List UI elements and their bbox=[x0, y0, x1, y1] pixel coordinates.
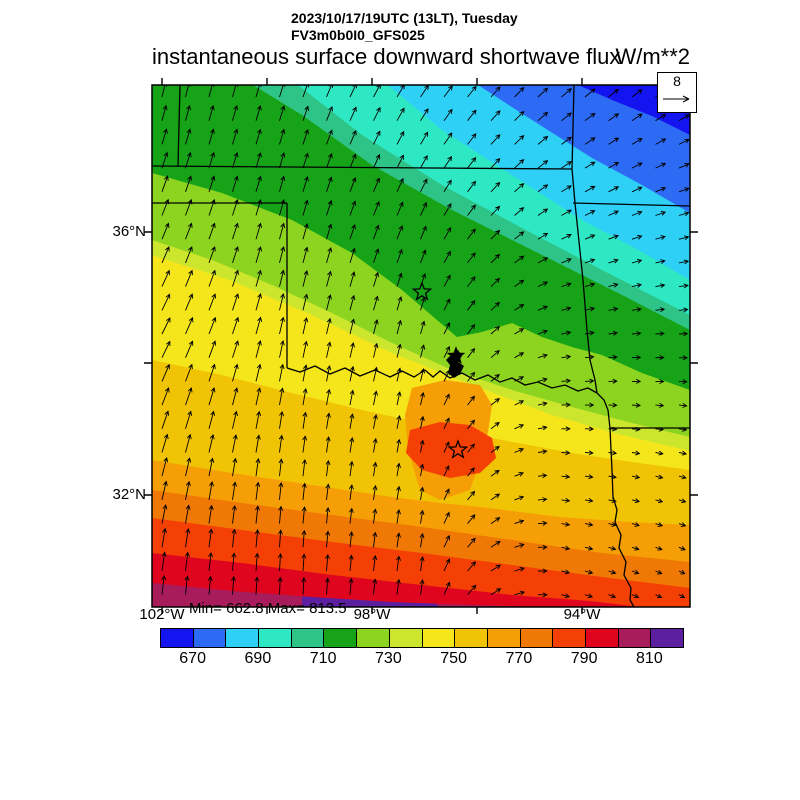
colorbar bbox=[160, 628, 684, 648]
lon-label-0: 102°W bbox=[139, 606, 185, 623]
colorbar-segment-13 bbox=[585, 629, 619, 647]
colorbar-segment-2 bbox=[226, 629, 260, 647]
colorbar-segment-15 bbox=[651, 629, 683, 647]
lat-label-32n: 32°N bbox=[112, 486, 146, 503]
state-border-8 bbox=[596, 392, 635, 607]
colorbar-tick-label: 790 bbox=[570, 650, 598, 667]
lon-label-1: 98°W bbox=[353, 606, 391, 623]
colorbar-segment-9 bbox=[455, 629, 488, 647]
colorbar-tick-label: 690 bbox=[244, 650, 272, 667]
colorbar-segment-10 bbox=[487, 629, 521, 647]
lat-label-36n: 36°N bbox=[112, 223, 146, 240]
colorbar-tick-label: 750 bbox=[440, 650, 467, 667]
map-frame bbox=[151, 84, 691, 608]
colorbar-segment-1 bbox=[193, 629, 227, 647]
state-border-0 bbox=[177, 85, 181, 167]
colorbar-segment-7 bbox=[389, 629, 423, 647]
plot-title: instantaneous surface downward shortwave… bbox=[152, 44, 621, 69]
city-star-filled-1 bbox=[446, 346, 466, 364]
state-border-3 bbox=[572, 202, 690, 207]
state-border-1 bbox=[152, 165, 573, 170]
colorbar-tick-label: 770 bbox=[505, 650, 533, 667]
lon-label-2: 94°W bbox=[563, 606, 601, 623]
colorbar-tick-label: 730 bbox=[375, 650, 402, 667]
colorbar-segment-0 bbox=[161, 629, 194, 647]
flux-patch-1 bbox=[406, 422, 496, 478]
colorbar-segment-12 bbox=[553, 629, 586, 647]
weather-map bbox=[144, 78, 698, 614]
colorbar-segment-4 bbox=[291, 629, 325, 647]
minmax-readout: Min= 662.8 Max= 813.5 bbox=[189, 600, 347, 617]
wind-reference-box: 8 bbox=[657, 72, 697, 113]
wind-reference-value: 8 bbox=[673, 73, 681, 89]
colorbar-segment-5 bbox=[324, 629, 358, 647]
units-label: W/m**2 bbox=[615, 44, 690, 69]
plot-datetime: 2023/10/17/19UTC (13LT), Tuesday bbox=[291, 10, 518, 26]
colorbar-segment-14 bbox=[618, 629, 652, 647]
colorbar-tick-label: 670 bbox=[179, 650, 206, 667]
colorbar-tick-label: 710 bbox=[309, 650, 337, 667]
colorbar-segment-8 bbox=[422, 629, 456, 647]
city-star-open-2 bbox=[447, 439, 469, 459]
axis-ticks bbox=[144, 78, 698, 614]
state-border-7 bbox=[286, 365, 598, 394]
reference-arrow-icon bbox=[663, 95, 690, 103]
colorbar-segment-11 bbox=[520, 629, 554, 647]
map-layers bbox=[152, 85, 690, 607]
state-border-2 bbox=[571, 85, 575, 170]
colorbar-segment-3 bbox=[259, 629, 292, 647]
model-name: FV3m0b0I0_GFS025 bbox=[291, 27, 425, 43]
colorbar-tick-label: 810 bbox=[636, 650, 663, 667]
city-star-open-0 bbox=[411, 281, 433, 301]
colorbar-segment-6 bbox=[357, 629, 390, 647]
state-border-4 bbox=[571, 168, 598, 394]
wind-arrows bbox=[161, 85, 690, 599]
